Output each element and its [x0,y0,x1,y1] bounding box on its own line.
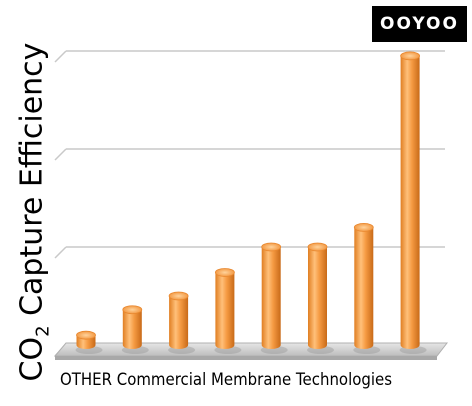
floor-top [53,342,449,357]
bar [260,242,288,354]
bar [353,222,381,354]
bar [214,268,242,354]
bar-top [76,330,96,340]
ooyoo-logo: OOYOO [372,6,467,42]
y-axis-label-rest: Capture Efficiency [14,42,50,326]
grid-line-diag [54,148,67,161]
bar-body [169,296,189,349]
chart-floor [53,342,449,360]
bar-top [261,242,282,252]
bars [75,51,427,354]
bar-top [168,291,189,301]
y-axis-label: CO2 Capture Efficiency [15,43,54,382]
bar-top [353,222,374,232]
bar-body [354,227,374,349]
y-axis-label-main: CO [14,336,50,382]
bar-top [307,242,328,252]
bar-body [122,309,142,349]
bar [75,330,103,354]
bar-top [122,305,143,315]
logo-text: OOYOO [380,14,459,34]
grid-lines [54,50,445,357]
bar [121,305,149,354]
bar-top [214,268,235,277]
grid-line-diag [54,246,67,259]
bar-body [261,247,281,349]
y-axis-label-sub: 2 [32,325,54,337]
bar [399,51,427,354]
bar-body [308,247,327,349]
bar [168,291,196,354]
bar-body [215,272,235,349]
grid-line-diag [54,50,67,63]
x-axis-label: OTHER Commercial Membrane Technologies [60,370,393,390]
bar [307,242,334,354]
bar-body [400,55,420,350]
bar-top [400,51,421,61]
floor-edge [55,356,437,360]
